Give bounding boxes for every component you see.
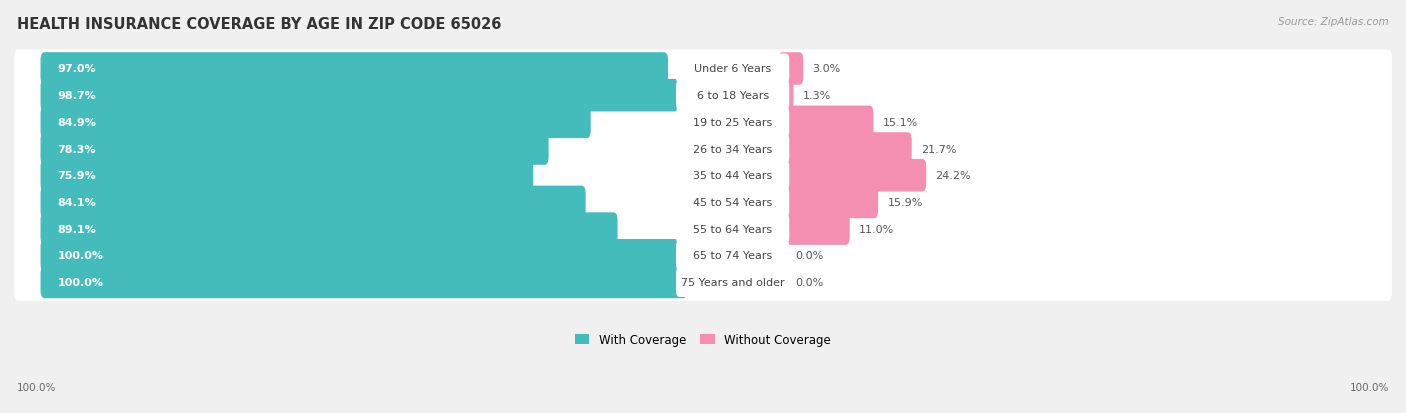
Text: 100.0%: 100.0% — [17, 382, 56, 392]
FancyBboxPatch shape — [778, 106, 873, 139]
FancyBboxPatch shape — [14, 184, 1392, 221]
Text: 1.3%: 1.3% — [803, 91, 831, 101]
FancyBboxPatch shape — [41, 106, 591, 139]
FancyBboxPatch shape — [41, 53, 668, 85]
FancyBboxPatch shape — [778, 80, 793, 112]
FancyBboxPatch shape — [41, 159, 533, 192]
Text: 19 to 25 Years: 19 to 25 Years — [693, 118, 772, 128]
Text: 11.0%: 11.0% — [859, 224, 894, 234]
FancyBboxPatch shape — [778, 186, 879, 218]
Text: 98.7%: 98.7% — [58, 91, 97, 101]
FancyBboxPatch shape — [14, 157, 1392, 195]
Text: 97.0%: 97.0% — [58, 64, 96, 74]
FancyBboxPatch shape — [676, 214, 789, 244]
FancyBboxPatch shape — [778, 53, 803, 85]
Text: 55 to 64 Years: 55 to 64 Years — [693, 224, 772, 234]
Text: 0.0%: 0.0% — [796, 251, 824, 261]
Text: 65 to 74 Years: 65 to 74 Years — [693, 251, 772, 261]
Text: 78.3%: 78.3% — [58, 144, 96, 154]
Text: Under 6 Years: Under 6 Years — [695, 64, 772, 74]
Text: 24.2%: 24.2% — [935, 171, 972, 181]
Text: 26 to 34 Years: 26 to 34 Years — [693, 144, 772, 154]
Text: 35 to 44 Years: 35 to 44 Years — [693, 171, 772, 181]
Text: HEALTH INSURANCE COVERAGE BY AGE IN ZIP CODE 65026: HEALTH INSURANCE COVERAGE BY AGE IN ZIP … — [17, 17, 502, 31]
Text: 45 to 54 Years: 45 to 54 Years — [693, 197, 772, 207]
FancyBboxPatch shape — [14, 131, 1392, 168]
Text: 75 Years and older: 75 Years and older — [681, 277, 785, 287]
Text: 100.0%: 100.0% — [58, 251, 104, 261]
Text: 15.1%: 15.1% — [883, 118, 918, 128]
Text: 75.9%: 75.9% — [58, 171, 96, 181]
Text: 84.1%: 84.1% — [58, 197, 97, 207]
FancyBboxPatch shape — [14, 263, 1392, 301]
Text: 3.0%: 3.0% — [813, 64, 841, 74]
Text: 21.7%: 21.7% — [921, 144, 956, 154]
FancyBboxPatch shape — [41, 240, 688, 272]
FancyBboxPatch shape — [676, 161, 789, 191]
FancyBboxPatch shape — [14, 50, 1392, 88]
FancyBboxPatch shape — [14, 210, 1392, 248]
Text: Source: ZipAtlas.com: Source: ZipAtlas.com — [1278, 17, 1389, 26]
Text: 15.9%: 15.9% — [887, 197, 922, 207]
FancyBboxPatch shape — [676, 81, 789, 111]
FancyBboxPatch shape — [778, 159, 927, 192]
FancyBboxPatch shape — [41, 186, 586, 218]
FancyBboxPatch shape — [778, 213, 849, 245]
FancyBboxPatch shape — [41, 266, 688, 299]
FancyBboxPatch shape — [676, 267, 789, 297]
Text: 84.9%: 84.9% — [58, 118, 97, 128]
FancyBboxPatch shape — [14, 237, 1392, 274]
FancyBboxPatch shape — [41, 213, 617, 245]
FancyBboxPatch shape — [41, 133, 548, 166]
FancyBboxPatch shape — [14, 77, 1392, 115]
FancyBboxPatch shape — [676, 134, 789, 164]
FancyBboxPatch shape — [676, 108, 789, 138]
Text: 89.1%: 89.1% — [58, 224, 97, 234]
FancyBboxPatch shape — [41, 80, 679, 112]
FancyBboxPatch shape — [676, 241, 789, 271]
Text: 0.0%: 0.0% — [796, 277, 824, 287]
Text: 100.0%: 100.0% — [58, 277, 104, 287]
Legend: With Coverage, Without Coverage: With Coverage, Without Coverage — [571, 328, 835, 351]
Text: 100.0%: 100.0% — [1350, 382, 1389, 392]
Text: 6 to 18 Years: 6 to 18 Years — [696, 91, 769, 101]
FancyBboxPatch shape — [14, 104, 1392, 141]
FancyBboxPatch shape — [676, 55, 789, 84]
FancyBboxPatch shape — [676, 188, 789, 217]
FancyBboxPatch shape — [778, 133, 911, 166]
